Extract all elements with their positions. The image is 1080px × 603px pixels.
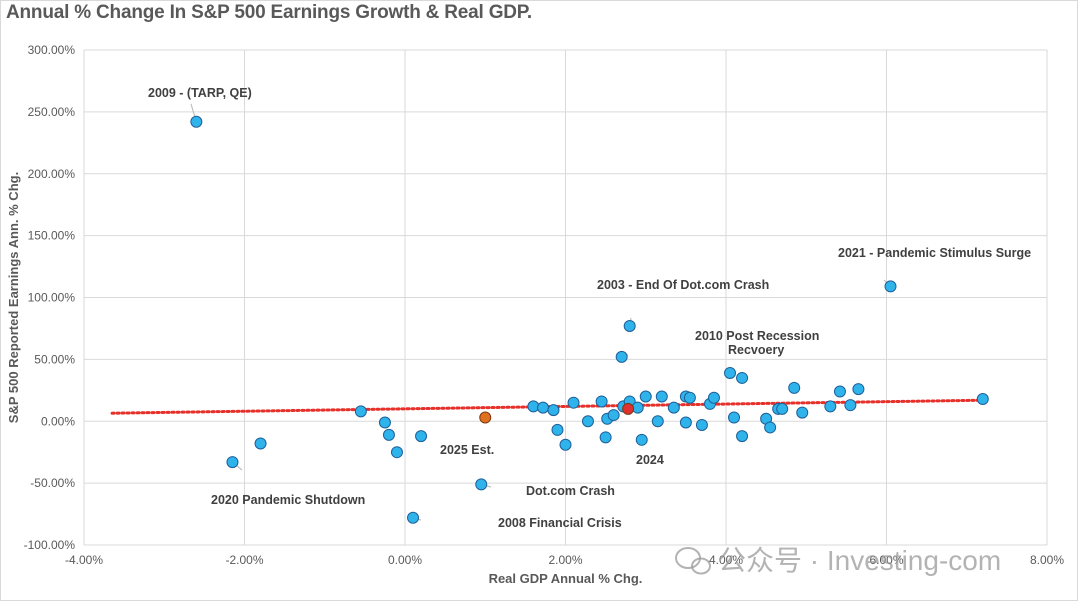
y-tick-label: 300.00% [28, 43, 76, 57]
data-point [737, 372, 748, 383]
data-point [548, 405, 559, 416]
data-point [729, 412, 740, 423]
data-point [596, 396, 607, 407]
data-point [684, 392, 695, 403]
data-point [538, 402, 549, 413]
data-point [853, 384, 864, 395]
y-tick-label: 150.00% [28, 229, 76, 243]
annotation-label: 2024 [636, 453, 664, 467]
highlight-point [480, 412, 491, 423]
data-point [568, 397, 579, 408]
data-points [191, 116, 988, 523]
data-point [383, 429, 394, 440]
data-point [416, 431, 427, 442]
data-point [608, 410, 619, 421]
data-point [582, 416, 593, 427]
y-tick-label: -50.00% [30, 476, 75, 490]
annotation-label: 2010 Post Recession [695, 329, 819, 343]
data-point [765, 422, 776, 433]
data-point [640, 391, 651, 402]
annotation-label: 2021 - Pandemic Stimulus Surge [838, 246, 1031, 260]
y-tick-label: 250.00% [28, 105, 76, 119]
x-tick-label: 0.00% [388, 553, 422, 567]
y-tick-label: 0.00% [41, 414, 75, 428]
data-point [408, 512, 419, 523]
x-tick-label: -4.00% [65, 553, 103, 567]
y-tick-label: 50.00% [34, 352, 75, 366]
data-point [797, 407, 808, 418]
data-point [560, 439, 571, 450]
annotation-label: Dot.com Crash [526, 484, 615, 498]
watermark: 公众号 · Investing-com [718, 545, 1001, 576]
data-point [656, 391, 667, 402]
annotation-label: Recvoery [728, 343, 784, 357]
data-point [652, 416, 663, 427]
scatter-chart: -4.00% -2.00% 0.00% 2.00% 4.00% 6.00% 8.00%-10… [0, 0, 1080, 603]
data-point [777, 403, 788, 414]
data-point [600, 432, 611, 443]
data-point [191, 116, 202, 127]
data-point [636, 434, 647, 445]
annotation-label: 2020 Pandemic Shutdown [211, 493, 365, 507]
x-tick-label: -2.00% [225, 553, 263, 567]
data-point [789, 382, 800, 393]
data-point [845, 400, 856, 411]
data-point [616, 351, 627, 362]
data-point [476, 479, 487, 490]
y-tick-label: 200.00% [28, 167, 76, 181]
y-tick-label: -100.00% [24, 538, 76, 552]
data-point [355, 406, 366, 417]
annotation-label: 2008 Financial Crisis [498, 516, 622, 530]
data-point [737, 431, 748, 442]
y-axis-label: S&P 500 Reported Earnings Ann. % Chg. [6, 172, 21, 423]
data-point [696, 419, 707, 430]
y-tick-label: 100.00% [28, 291, 76, 305]
data-point [391, 447, 402, 458]
data-point [624, 320, 635, 331]
annotation-label: 2003 - End Of Dot.com Crash [597, 278, 769, 292]
annotation-leader-lines [191, 104, 891, 520]
data-point [708, 392, 719, 403]
data-point [977, 393, 988, 404]
data-point [379, 417, 390, 428]
annotation-label: 2009 - (TARP, QE) [148, 86, 252, 100]
data-point [725, 367, 736, 378]
highlight-point [623, 403, 634, 414]
x-tick-label: 2.00% [548, 553, 582, 567]
data-point [825, 401, 836, 412]
data-point [552, 424, 563, 435]
data-point [885, 281, 896, 292]
data-point [227, 457, 238, 468]
data-point [834, 386, 845, 397]
wechat-icon [676, 548, 710, 574]
annotations: 2009 - (TARP, QE) 2021 - Pandemic Stimulu… [148, 86, 1031, 530]
data-point [668, 402, 679, 413]
data-point [680, 417, 691, 428]
annotation-label: 2025 Est. [440, 443, 494, 457]
grid-lines [84, 50, 1047, 545]
data-point [255, 438, 266, 449]
x-axis-label: Real GDP Annual % Chg. [489, 571, 643, 586]
x-tick-label: 8.00% [1030, 553, 1064, 567]
